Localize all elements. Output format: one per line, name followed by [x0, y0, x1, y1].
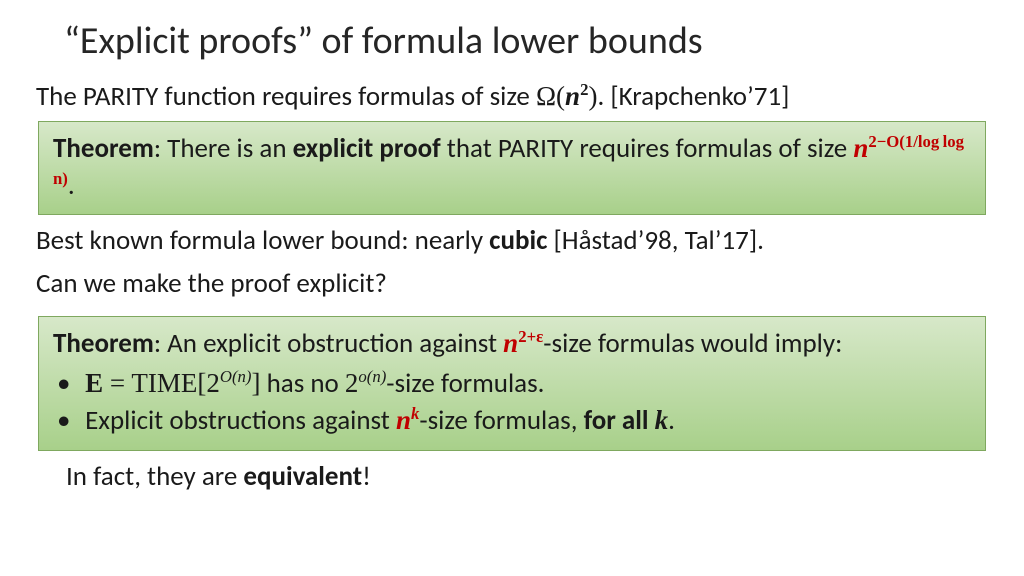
theorem2-label: Theorem	[53, 327, 154, 360]
theorem1-label: Theorem	[53, 132, 154, 165]
b2-kvar: k	[655, 405, 669, 435]
b1-E: E	[85, 368, 103, 398]
theorem2-bullet1: E = TIME[2O(n)] has no 2o(n)-size formul…	[57, 365, 971, 402]
parity-prefix: The PARITY function requires formulas of…	[36, 80, 536, 113]
question-line: Can we make the proof explicit?	[36, 266, 988, 302]
theorem1-period: .	[68, 169, 75, 202]
theorem2-exp1: 2+ε	[518, 327, 543, 346]
b1-on-small: o(n)	[358, 367, 386, 386]
b2-d: .	[668, 404, 675, 437]
slide-title: “Explicit proofs” of formula lower bound…	[64, 18, 988, 64]
theorem1-part1: : There is an	[154, 132, 293, 165]
theorem2-lead-b: -size formulas would imply:	[543, 327, 842, 360]
slide-container: “Explicit proofs” of formula lower bound…	[0, 0, 1024, 576]
theorem-box-2: Theorem: An explicit obstruction against…	[38, 316, 986, 450]
theorem2-n: n	[503, 328, 518, 358]
omega-open: Ω(	[536, 81, 565, 111]
b1-mid: has no	[260, 367, 344, 400]
best-known-citation: [Håstad’98, Tal’17].	[547, 224, 764, 257]
theorem1-n: n	[853, 133, 868, 163]
theorem-box-1: Theorem: There is an explicit proof that…	[38, 121, 986, 215]
cubic-word: cubic	[489, 224, 547, 257]
b1-two-b: 2	[345, 368, 359, 398]
parity-citation: . [Krapchenko’71]	[597, 80, 789, 113]
b2-b: -size formulas,	[419, 404, 583, 437]
theorem2-list: E = TIME[2O(n)] has no 2o(n)-size formul…	[53, 365, 971, 440]
theorem1-explicit-proof: explicit proof	[293, 132, 441, 165]
b2-a: Explicit obstructions against	[85, 404, 396, 437]
theorem1-part2: that PARITY requires formulas of size	[441, 132, 854, 165]
b1-On: O(n)	[220, 367, 252, 386]
footer-equivalent: equivalent	[243, 460, 362, 493]
b1-time: TIME	[131, 368, 197, 398]
parity-intro-line: The PARITY function requires formulas of…	[36, 78, 988, 115]
theorem2-lead-a: : An explicit obstruction against	[154, 327, 503, 360]
b2-forall: for all	[584, 404, 655, 437]
b1-tail: -size formulas.	[386, 367, 544, 400]
footer-c: !	[362, 460, 371, 493]
b1-br-open: [	[197, 368, 206, 398]
theorem2-bullet2: Explicit obstructions against n k -size fo…	[57, 402, 971, 439]
footer-a: In fact, they are	[66, 460, 243, 493]
b1-eq: =	[103, 368, 131, 398]
b1-two-a: 2	[206, 368, 220, 398]
best-known-a: Best known formula lower bound: nearly	[36, 224, 489, 257]
footer-line: In fact, they are equivalent!	[66, 459, 988, 495]
parity-n: n	[565, 81, 580, 111]
best-known-line: Best known formula lower bound: nearly c…	[36, 223, 988, 259]
b2-n: n	[396, 405, 411, 435]
